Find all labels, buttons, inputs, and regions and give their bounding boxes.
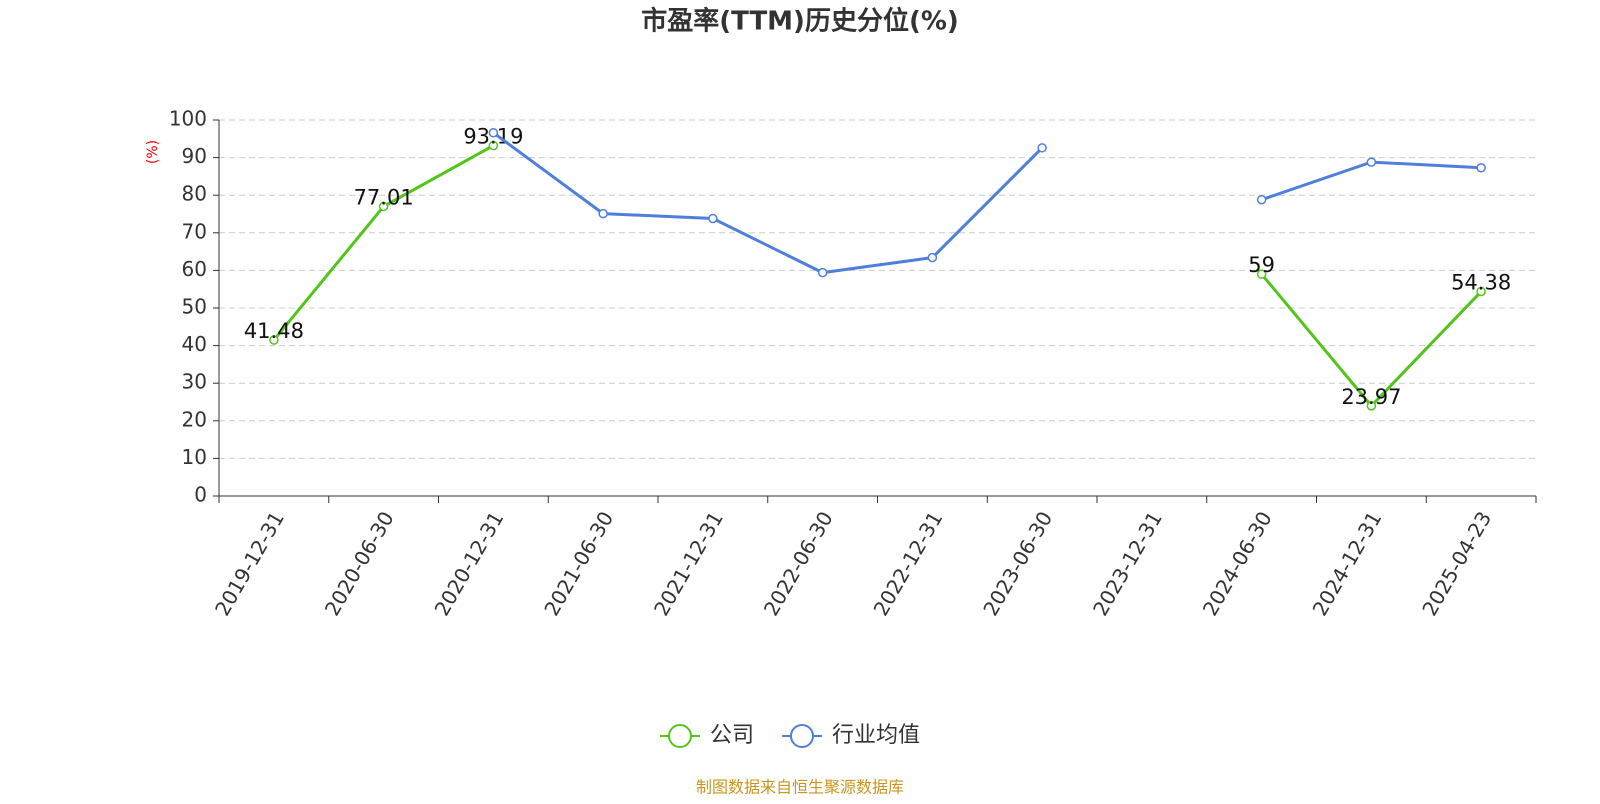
y-axis-label: (%): [145, 140, 161, 164]
data-point: [1037, 143, 1047, 153]
data-point: [1256, 194, 1267, 205]
data-point: [817, 267, 828, 278]
y-tick-label: 90: [182, 144, 207, 168]
y-tick-label: 30: [182, 370, 207, 394]
data-point: [1366, 157, 1377, 167]
source-note: 制图数据来自恒生聚源数据库: [696, 778, 904, 797]
series-line: [492, 131, 1044, 275]
legend-symbol: [668, 724, 692, 748]
data-point: [1256, 269, 1267, 279]
x-tick-label: 2023-06-30: [978, 507, 1057, 620]
data-point: [1476, 163, 1486, 173]
data-point: [378, 201, 389, 212]
y-tick-label: 0: [194, 483, 207, 507]
x-tick-label: 2024-12-31: [1308, 507, 1387, 620]
y-tick-label: 70: [182, 219, 207, 243]
y-tick-label: 20: [182, 407, 207, 431]
y-tick-label: 60: [182, 257, 207, 281]
data-label: 77.01: [354, 185, 414, 209]
data-point: [1366, 401, 1377, 411]
y-tick-label: 10: [182, 445, 207, 469]
x-tick-label: 2020-06-30: [320, 507, 399, 620]
legend-label: 行业均值: [832, 723, 920, 748]
x-tick-label: 2021-06-30: [539, 507, 618, 620]
data-point: [488, 128, 499, 138]
x-tick-label: 2025-04-23: [1417, 507, 1496, 620]
y-tick-label: 40: [182, 332, 207, 356]
x-tick-label: 2022-06-30: [759, 507, 838, 620]
series-line: [272, 144, 495, 341]
x-tick-label: 2024-06-30: [1198, 507, 1277, 620]
data-label: 59: [1248, 253, 1275, 277]
data-point: [269, 335, 279, 345]
data-point: [488, 140, 499, 151]
series-line: [1261, 160, 1482, 202]
legend-symbol: [790, 724, 815, 748]
x-tick-label: 2021-12-31: [649, 507, 728, 620]
data-label: 41.48: [244, 319, 304, 343]
data-label: 23.97: [1341, 385, 1401, 409]
y-tick-label: 100: [169, 107, 207, 131]
x-tick-label: 2020-12-31: [430, 507, 509, 620]
data-point: [598, 208, 608, 219]
data-point: [708, 213, 718, 224]
x-tick-label: 2022-12-31: [869, 507, 948, 620]
data-point: [927, 252, 938, 263]
x-tick-label: 2019-12-31: [210, 507, 289, 620]
y-tick-label: 80: [182, 182, 207, 206]
chart-title: 市盈率(TTM)历史分位(%): [641, 6, 959, 37]
y-tick-label: 50: [182, 295, 207, 319]
data-label: 54.38: [1451, 271, 1511, 295]
x-tick-label: 2023-12-31: [1088, 507, 1167, 620]
data-point: [1476, 286, 1486, 297]
legend-label: 公司: [710, 723, 754, 748]
